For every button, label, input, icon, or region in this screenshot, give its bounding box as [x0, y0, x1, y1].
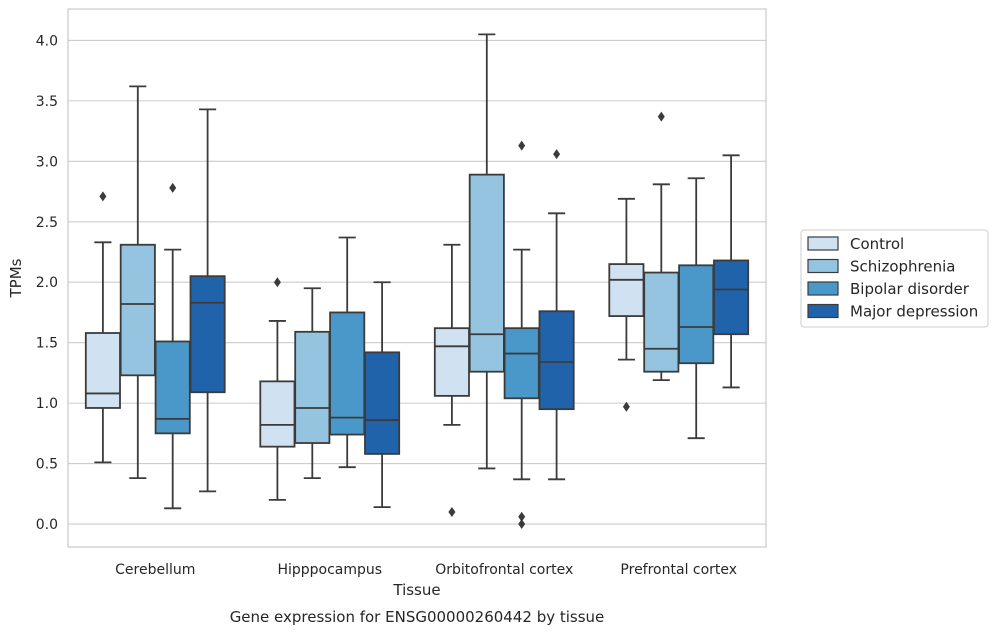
outlier-marker: [657, 111, 665, 122]
x-tick-label: Hipppocampus: [277, 562, 382, 578]
box-series-layer: [84, 33, 750, 530]
figure-caption: Gene expression for ENSG00000260442 by t…: [230, 608, 605, 626]
y-tick-label: 2.0: [36, 275, 58, 291]
y-tick-label: 3.5: [36, 94, 58, 110]
box-plot: [538, 149, 575, 481]
x-tick-label: Cerebellum: [115, 562, 195, 578]
box-plot: [329, 236, 366, 469]
iqr-box: [294, 330, 331, 444]
iqr-box: [259, 380, 296, 448]
box-plot: [154, 182, 191, 510]
y-tick-label: 1.5: [36, 336, 58, 352]
legend-item: Major depression: [807, 303, 978, 321]
grid-lines: [68, 39, 766, 525]
y-tick-label: 0.0: [36, 517, 58, 533]
iqr-box: [678, 264, 715, 365]
iqr-box: [364, 351, 401, 455]
box-plot: [643, 111, 680, 382]
box-plot: [189, 108, 226, 493]
outlier-marker: [518, 140, 526, 151]
iqr-box: [433, 327, 470, 397]
x-tick-label: Prefrontal cortex: [620, 562, 737, 578]
legend: Control Schizophrenia Bipolar disorder Majo…: [800, 229, 989, 328]
y-tick-label: 2.5: [36, 215, 58, 231]
outlier-marker: [99, 191, 107, 202]
outlier-marker: [553, 149, 561, 160]
box-plot: [608, 197, 645, 412]
iqr-box: [189, 275, 226, 394]
y-tick-label: 1.0: [36, 396, 58, 412]
legend-swatch: [807, 281, 839, 296]
series-group: [84, 191, 645, 517]
y-tick-label: 4.0: [36, 33, 58, 49]
legend-item: Schizophrenia: [807, 258, 955, 276]
iqr-box: [329, 311, 366, 436]
series-group: [189, 108, 750, 509]
iqr-box: [84, 332, 121, 409]
iqr-box: [468, 173, 505, 373]
outlier-marker: [518, 519, 526, 530]
iqr-box: [713, 259, 750, 336]
legend-item: Bipolar disorder: [807, 280, 970, 298]
iqr-box: [119, 243, 156, 377]
box-plot: [503, 140, 540, 530]
series-group: [119, 33, 680, 479]
legend-label: Control: [850, 235, 904, 253]
legend-swatch: [807, 258, 839, 274]
y-tick-labels: 0.0 0.5 1.0 1.5 2.0 2.5 3.0 3.5 4.0: [36, 33, 58, 533]
outlier-marker: [273, 277, 281, 288]
iqr-box: [643, 271, 680, 373]
box-plot: [713, 154, 750, 389]
box-plot: [259, 277, 296, 501]
box-plot: [84, 191, 121, 464]
legend-frame: [800, 229, 989, 328]
iqr-box: [538, 310, 575, 411]
box-plot: [468, 33, 505, 470]
legend-item: Control: [807, 235, 904, 253]
legend-label: Bipolar disorder: [850, 280, 970, 298]
outlier-marker: [169, 182, 177, 193]
y-axis-title: TPMs: [7, 258, 25, 298]
iqr-box: [608, 263, 645, 317]
x-tick-labels: Cerebellum Hipppocampus Orbitofrontal cort…: [115, 562, 737, 578]
legend-label: Major depression: [850, 303, 978, 321]
box-plot: [433, 243, 470, 517]
legend-swatch: [807, 303, 839, 319]
x-tick-label: Orbitofrontal cortex: [435, 562, 573, 578]
outlier-marker: [518, 511, 526, 522]
box-plot: [294, 287, 331, 479]
y-tick-label: 3.0: [36, 154, 58, 170]
outlier-marker: [622, 401, 630, 412]
y-tick-label: 0.5: [36, 457, 58, 473]
box-plot: [119, 85, 156, 479]
x-axis-title: Tissue: [392, 581, 440, 599]
outlier-marker: [448, 506, 456, 517]
legend-label: Schizophrenia: [850, 258, 955, 276]
legend-swatch: [807, 236, 839, 251]
box-plot: [364, 281, 401, 509]
iqr-box: [503, 327, 540, 400]
